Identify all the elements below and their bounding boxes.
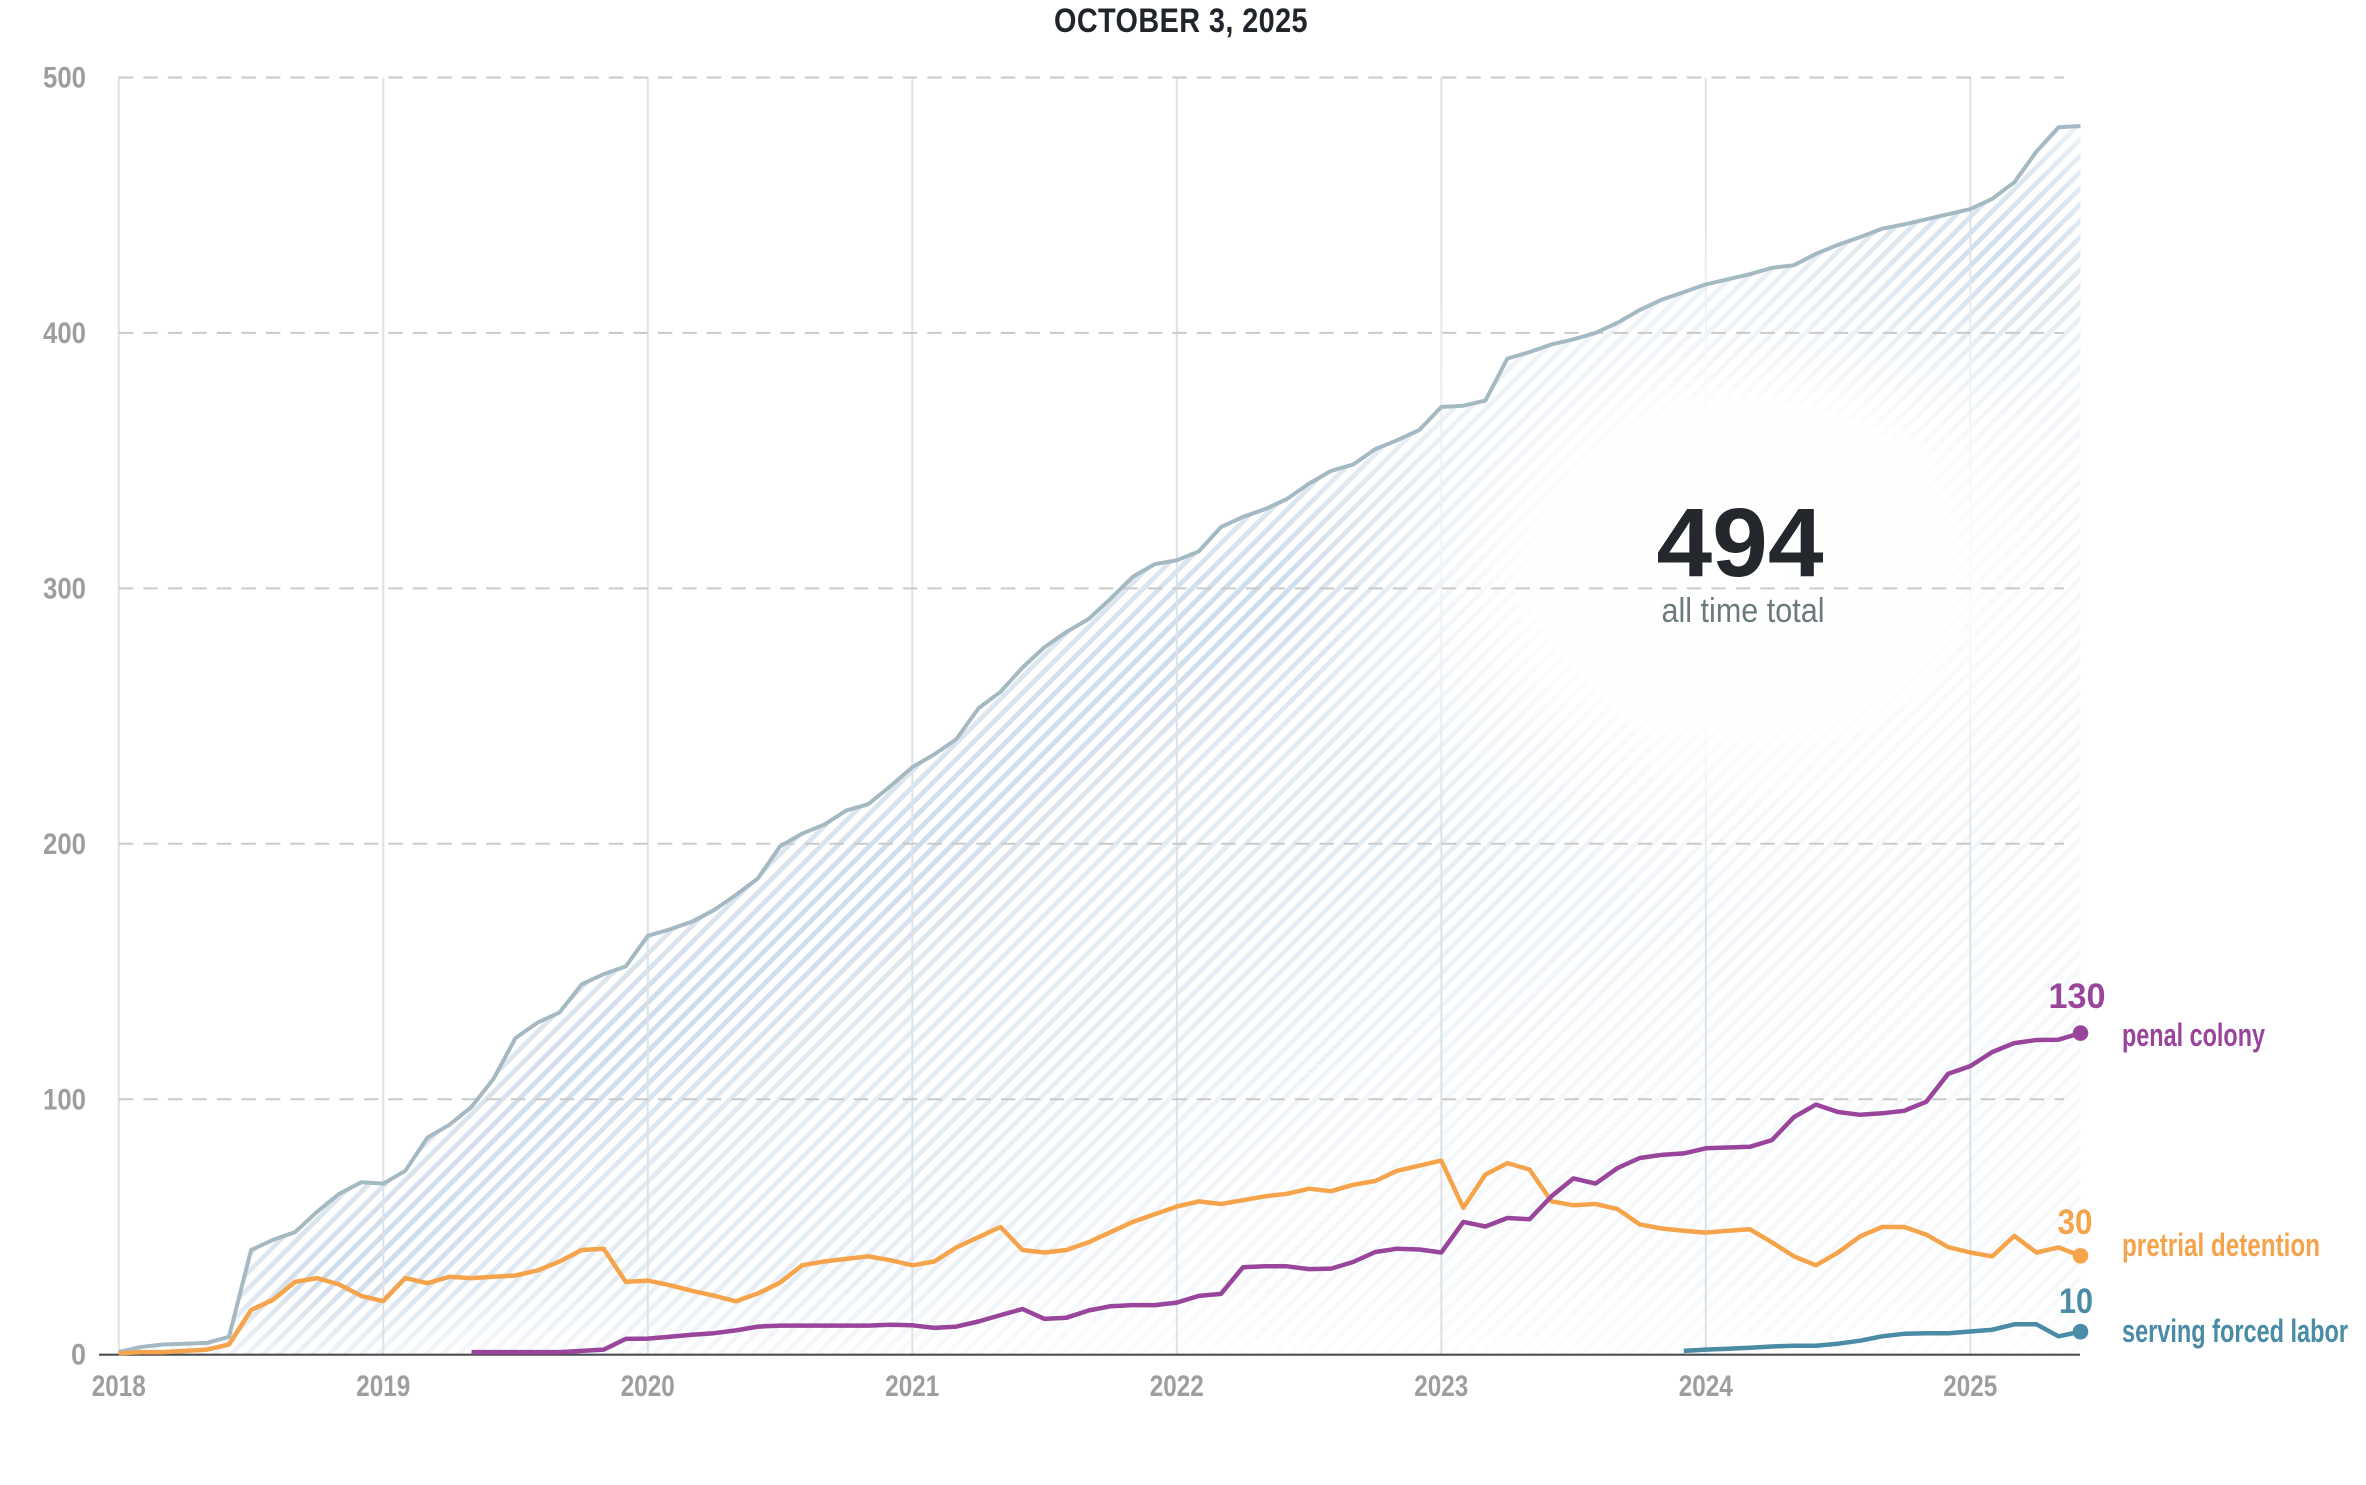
svg-text:2025: 2025 — [1943, 1370, 1997, 1403]
svg-text:10: 10 — [2059, 1282, 2093, 1321]
svg-text:2021: 2021 — [885, 1370, 939, 1403]
svg-text:2024: 2024 — [1679, 1370, 1733, 1403]
svg-text:494: 494 — [1657, 488, 1824, 597]
svg-text:100: 100 — [43, 1083, 86, 1116]
svg-text:500: 500 — [43, 62, 86, 95]
svg-text:2018: 2018 — [92, 1370, 146, 1403]
svg-text:30: 30 — [2058, 1203, 2093, 1242]
svg-text:all time total: all time total — [1662, 592, 1825, 630]
svg-text:2020: 2020 — [621, 1370, 675, 1403]
svg-text:OCTOBER 3, 2025: OCTOBER 3, 2025 — [1054, 2, 1308, 40]
svg-text:0: 0 — [71, 1339, 86, 1372]
svg-text:serving forced labor: serving forced labor — [2122, 1313, 2348, 1349]
svg-text:2023: 2023 — [1414, 1370, 1468, 1403]
svg-text:penal colony: penal colony — [2122, 1017, 2265, 1053]
svg-text:200: 200 — [43, 828, 86, 861]
svg-text:2022: 2022 — [1150, 1370, 1204, 1403]
svg-text:pretrial detention: pretrial detention — [2122, 1227, 2320, 1263]
svg-text:300: 300 — [43, 572, 86, 605]
svg-text:130: 130 — [2049, 977, 2106, 1016]
svg-text:2019: 2019 — [356, 1370, 410, 1403]
svg-text:400: 400 — [43, 317, 86, 350]
